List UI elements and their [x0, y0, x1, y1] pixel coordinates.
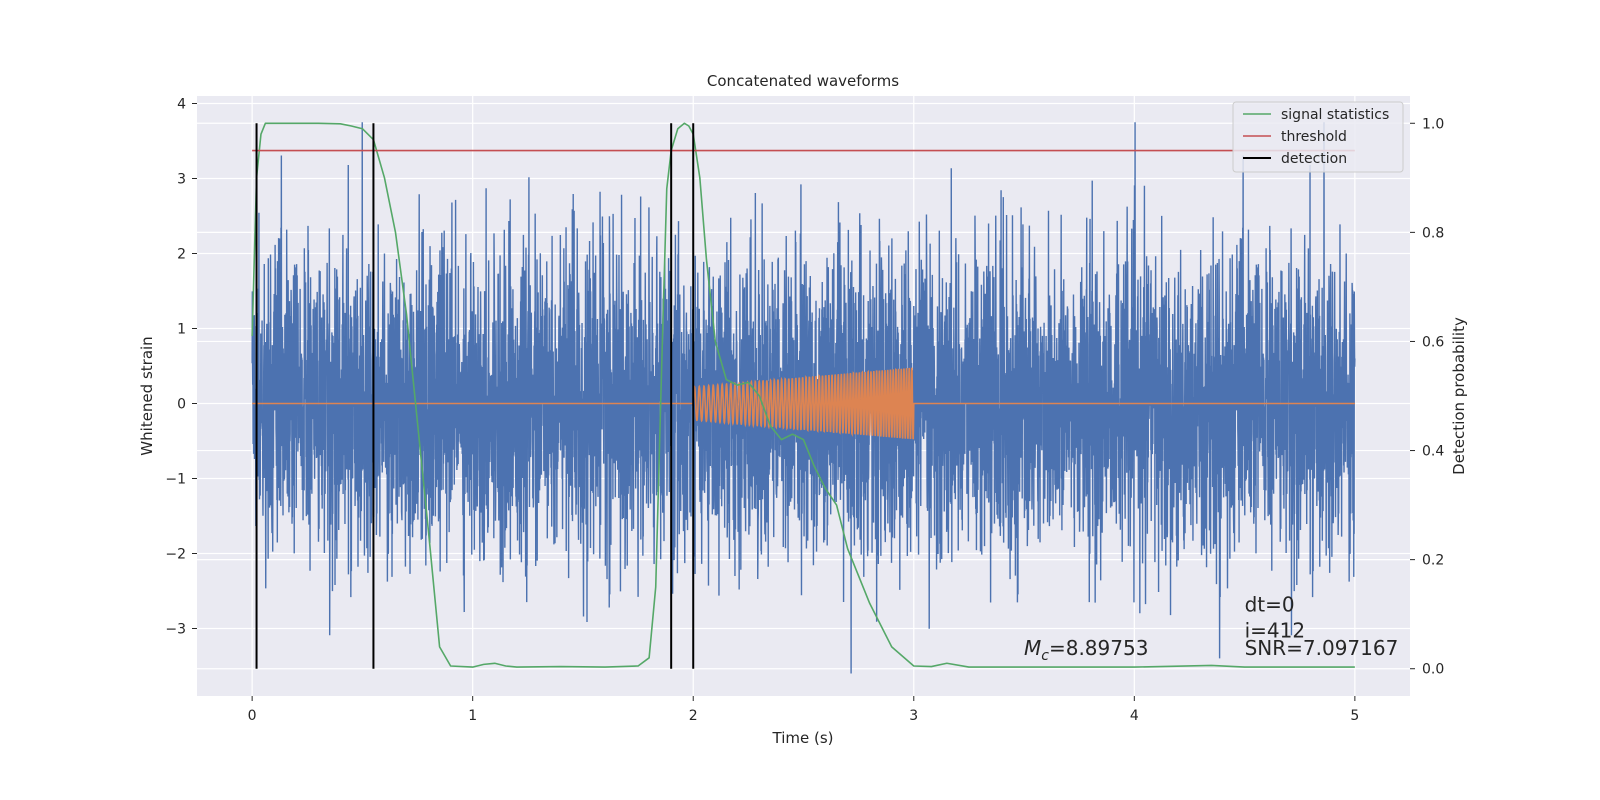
legend-label-signal-statistics: signal statistics: [1281, 107, 1389, 123]
ticks: 0 1 2 3 4 5 −3 −2 −1 0 1 2 3 4 0.0 0.2 0.4 0.6 0.8 1.0: [165, 97, 1444, 725]
legend-label-detection: detection: [1281, 151, 1347, 167]
chart-title: Concatenated waveforms: [707, 72, 899, 90]
annotation-mc-value: =8.89753: [1049, 636, 1148, 660]
x-tick-label: 5: [1350, 708, 1359, 724]
y2-tick-label: 0.6: [1422, 334, 1444, 350]
y-tick-label: 3: [177, 172, 186, 188]
x-tick-label: 3: [909, 708, 918, 724]
y2-tick-label: 0.2: [1422, 553, 1444, 569]
legend-box: [1232, 101, 1404, 173]
y-tick-label: −1: [165, 472, 186, 488]
y-tick-label: 2: [177, 247, 186, 263]
x-axis-label: Time (s): [772, 729, 834, 747]
x-tick-label: 1: [468, 708, 477, 724]
annotations: Mc=8.89753 dt=0 i=412 SNR=7.097167: [1024, 593, 1398, 665]
series-layer: [251, 122, 1356, 674]
y-tick-label: 4: [177, 97, 186, 113]
legend: signal statistics threshold detection: [1232, 101, 1404, 173]
y-tick-label: −3: [165, 622, 186, 638]
annotation-snr: SNR=7.097167: [1245, 636, 1399, 660]
y-tick-label: 0: [177, 397, 186, 413]
y2-axis-label: Detection probability: [1450, 317, 1468, 475]
annotation-dt: dt=0: [1245, 593, 1295, 617]
x-tick-label: 0: [248, 708, 257, 724]
annotation-mc: Mc=8.89753: [1024, 636, 1148, 664]
legend-label-threshold: threshold: [1281, 129, 1347, 145]
y-tick-label: 1: [177, 322, 186, 338]
x-tick-label: 2: [689, 708, 698, 724]
y2-tick-label: 0.4: [1422, 444, 1444, 460]
y2-tick-label: 0.8: [1422, 225, 1444, 241]
annotation-mc-sub: c: [1041, 648, 1049, 664]
y-tick-label: −2: [165, 547, 186, 563]
y-axis-label: Whitened strain: [138, 336, 156, 455]
y2-tick-label: 1.0: [1422, 116, 1444, 132]
annotation-mc-letter: M: [1024, 636, 1041, 660]
x-tick-label: 4: [1130, 708, 1139, 724]
series-template: [252, 367, 1355, 440]
y2-tick-label: 0.0: [1422, 662, 1444, 678]
annotation-i: i=412: [1245, 619, 1306, 643]
